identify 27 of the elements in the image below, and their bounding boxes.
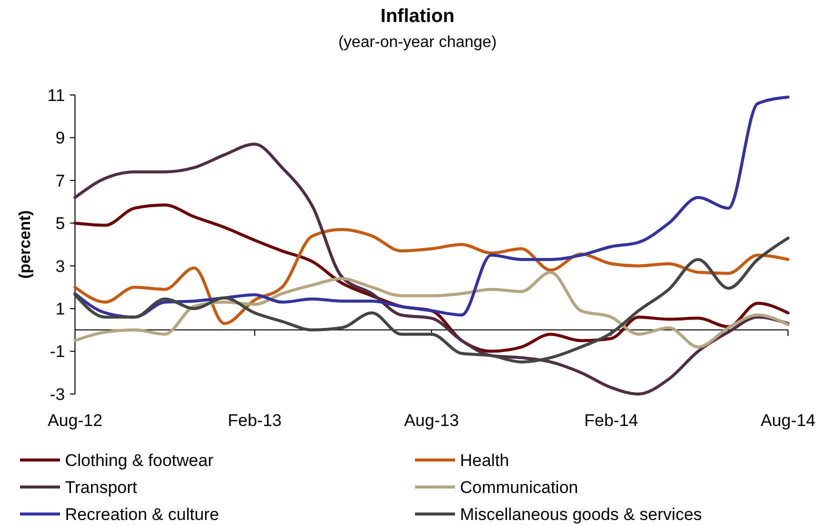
x-tick-label: Aug-14 — [760, 411, 816, 430]
legend-label: Recreation & culture — [65, 504, 220, 524]
y-tick-label: 3 — [56, 256, 65, 276]
y-axis-title: (percent) — [17, 210, 34, 279]
legend-label: Clothing & footwear — [65, 450, 214, 470]
line-series — [74, 96, 790, 319]
legend-label: Miscellaneous goods & services — [460, 504, 702, 524]
legend-label: Health — [460, 450, 510, 470]
line-series — [74, 228, 790, 326]
y-tick-label: -1 — [50, 342, 65, 362]
x-tick-label: Feb-13 — [228, 411, 282, 430]
y-tick-label: 7 — [56, 171, 65, 190]
y-tick-label: 1 — [56, 300, 65, 319]
x-tick-label: Aug-12 — [48, 411, 102, 430]
legend-label: Communication — [460, 478, 578, 497]
line-series — [74, 270, 790, 349]
y-tick-label: 9 — [56, 128, 65, 148]
y-tick-label: -3 — [50, 384, 65, 404]
x-tick-label: Feb-14 — [584, 411, 638, 430]
line-series — [74, 236, 790, 364]
chart-subtitle: (year-on-year change) — [338, 34, 497, 51]
y-tick-label: 5 — [56, 214, 65, 234]
x-tick-label: Aug-13 — [404, 411, 459, 430]
line-series — [74, 142, 790, 396]
chart-title: Inflation — [380, 6, 454, 27]
legend-label: Transport — [65, 478, 138, 497]
y-tick-label: 11 — [47, 86, 65, 105]
